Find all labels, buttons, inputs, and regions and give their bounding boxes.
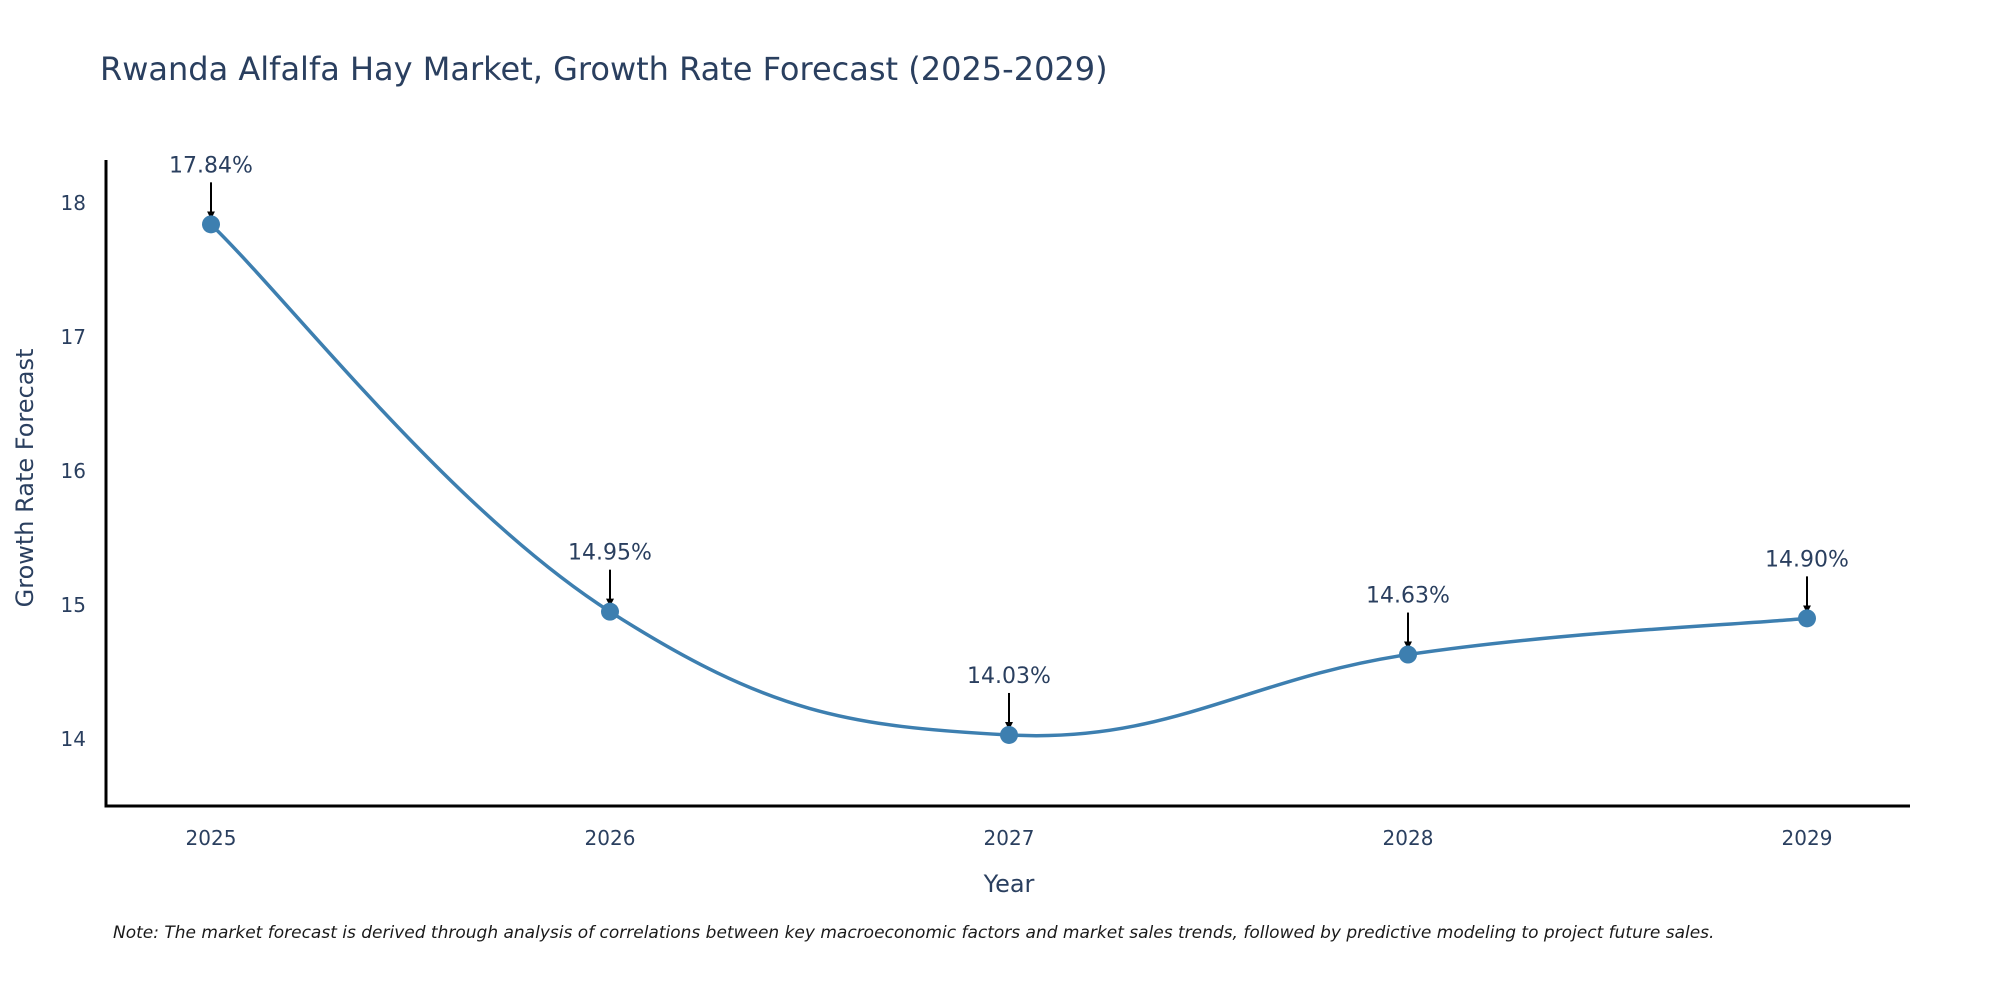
data-point-2025 [202,215,220,234]
series-line [209,223,1808,738]
chart-title: Rwanda Alfalfa Hay Market, Growth Rate F… [100,50,1108,88]
y-tick-label: 18 [61,191,86,215]
data-point-2028 [1399,645,1417,664]
x-axis-ticks: 2025 2026 2027 2028 2029 [186,826,1833,850]
data-label: 14.90% [1765,547,1849,572]
x-tick-label: 2028 [1383,826,1434,850]
x-tick-label: 2027 [984,826,1035,850]
data-label: 14.03% [967,664,1051,689]
y-tick-label: 17 [61,325,86,349]
data-point-markers [202,215,1816,744]
footnote: Note: The market forecast is derived thr… [113,923,1714,943]
x-axis-title: Year [983,870,1035,898]
data-point-2026 [601,602,619,621]
data-label: 14.63% [1366,584,1450,609]
data-label: 17.84% [169,153,253,178]
x-tick-label: 2025 [186,826,237,850]
y-tick-label: 16 [61,459,86,483]
x-tick-label: 2026 [585,826,636,850]
y-tick-label: 15 [61,593,86,617]
data-label: 14.95% [568,541,652,566]
data-label-annotations: 17.84% 14.95% 14.03% 14.63% 14.90% [169,153,1849,730]
x-tick-label: 2029 [1782,826,1833,850]
data-point-2027 [1000,725,1018,744]
y-axis-title: Growth Rate Forecast [11,349,39,608]
data-point-2029 [1798,609,1816,628]
y-axis-ticks: 14 15 16 17 18 [61,191,86,751]
y-tick-label: 14 [61,727,86,751]
